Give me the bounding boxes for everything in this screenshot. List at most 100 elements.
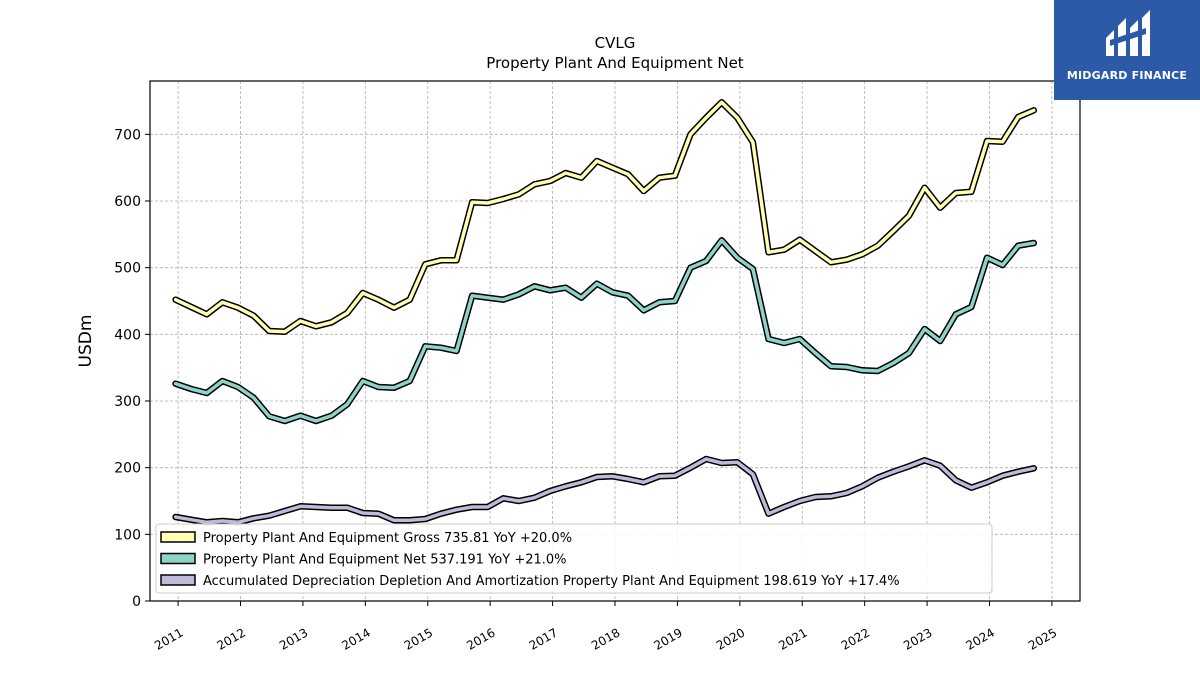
y-tick-label: 500 bbox=[114, 261, 141, 277]
data-point bbox=[549, 180, 551, 182]
data-point bbox=[611, 291, 614, 294]
data-point bbox=[736, 116, 739, 119]
series-line-1 bbox=[173, 238, 1036, 423]
data-point bbox=[299, 414, 302, 417]
data-point bbox=[268, 514, 271, 517]
data-point bbox=[1017, 244, 1019, 247]
data-point bbox=[518, 293, 520, 296]
data-point bbox=[284, 330, 286, 333]
brand-logo: MIDGARD FINANCE bbox=[1054, 0, 1200, 100]
x-tick-label: 2023 bbox=[901, 625, 934, 652]
data-point bbox=[970, 486, 973, 489]
data-point bbox=[799, 338, 801, 340]
data-point bbox=[658, 176, 661, 179]
y-axis: 0 100 200 300 400 500 600 700 bbox=[114, 127, 150, 610]
data-point bbox=[752, 141, 754, 144]
data-point bbox=[611, 475, 614, 478]
data-point bbox=[596, 476, 598, 478]
data-point bbox=[892, 362, 895, 364]
data-point bbox=[783, 248, 785, 251]
data-point bbox=[549, 289, 551, 292]
data-point bbox=[861, 369, 863, 372]
data-point bbox=[190, 306, 192, 308]
data-point bbox=[627, 294, 629, 297]
data-point bbox=[346, 312, 349, 314]
data-point bbox=[1017, 470, 1019, 473]
data-point bbox=[502, 497, 505, 500]
data-point bbox=[315, 420, 317, 422]
legend-box bbox=[155, 523, 993, 594]
data-point bbox=[736, 461, 739, 464]
data-point bbox=[252, 396, 255, 399]
data-point bbox=[955, 479, 957, 482]
data-point bbox=[767, 338, 770, 340]
series-outline-0 bbox=[172, 99, 1038, 335]
x-tick-label: 2019 bbox=[651, 625, 684, 652]
data-point bbox=[393, 306, 395, 309]
data-point bbox=[564, 485, 567, 488]
data-point bbox=[596, 160, 598, 162]
data-point bbox=[1001, 264, 1004, 266]
data-point bbox=[440, 259, 442, 262]
data-point bbox=[970, 190, 973, 193]
data-point bbox=[502, 198, 505, 200]
data-point bbox=[908, 352, 910, 354]
data-point bbox=[596, 282, 598, 285]
data-point bbox=[627, 478, 629, 480]
x-tick-label: 2024 bbox=[964, 625, 997, 652]
legend-swatch-0 bbox=[160, 531, 196, 543]
data-point bbox=[939, 206, 941, 209]
data-point bbox=[611, 166, 614, 169]
data-point bbox=[674, 474, 676, 477]
data-point bbox=[736, 256, 739, 259]
data-point bbox=[486, 506, 489, 508]
data-point bbox=[720, 462, 723, 464]
data-point bbox=[892, 230, 895, 232]
data-point bbox=[486, 296, 489, 299]
data-point bbox=[377, 386, 380, 388]
data-point bbox=[518, 193, 520, 196]
data-point bbox=[877, 370, 879, 372]
data-point bbox=[564, 286, 567, 289]
data-point bbox=[627, 173, 629, 176]
x-tick-label: 2015 bbox=[402, 625, 435, 652]
data-point bbox=[206, 521, 208, 524]
data-point bbox=[362, 292, 364, 294]
data-point bbox=[221, 520, 224, 522]
data-point bbox=[752, 268, 754, 270]
data-point bbox=[955, 313, 957, 316]
x-axis: 2011 2012 2013 2014 2015 2016 2017 2018 2019 2020… bbox=[152, 601, 1059, 653]
data-point bbox=[1017, 116, 1019, 118]
legend: Property Plant And Equipment Gross 735.8… bbox=[155, 523, 993, 594]
legend-swatch-1 bbox=[160, 552, 196, 565]
data-point bbox=[377, 298, 380, 301]
data-point bbox=[923, 459, 926, 462]
y-tick-label: 200 bbox=[114, 461, 141, 477]
data-point bbox=[705, 116, 707, 119]
data-point bbox=[252, 314, 255, 317]
data-point bbox=[471, 506, 473, 508]
data-point bbox=[518, 500, 520, 502]
legend-entry-1: Property Plant And Equipment Net 537.191… bbox=[203, 553, 567, 568]
data-point bbox=[814, 496, 817, 498]
data-point bbox=[440, 346, 442, 349]
data-point bbox=[190, 388, 192, 390]
data-point bbox=[642, 481, 645, 484]
data-point bbox=[689, 133, 692, 136]
x-tick-label: 2014 bbox=[339, 625, 372, 652]
data-point bbox=[315, 506, 317, 508]
data-point bbox=[393, 386, 395, 389]
data-point bbox=[799, 500, 801, 502]
data-point bbox=[268, 330, 271, 332]
data-point bbox=[705, 458, 707, 460]
data-point bbox=[408, 298, 411, 301]
data-point bbox=[908, 214, 910, 217]
data-point bbox=[299, 505, 302, 508]
data-point bbox=[783, 342, 785, 344]
data-point bbox=[486, 202, 489, 204]
data-point bbox=[174, 298, 177, 301]
data-point bbox=[549, 490, 551, 492]
data-point bbox=[814, 250, 817, 252]
legend-swatch-2 bbox=[160, 574, 196, 586]
